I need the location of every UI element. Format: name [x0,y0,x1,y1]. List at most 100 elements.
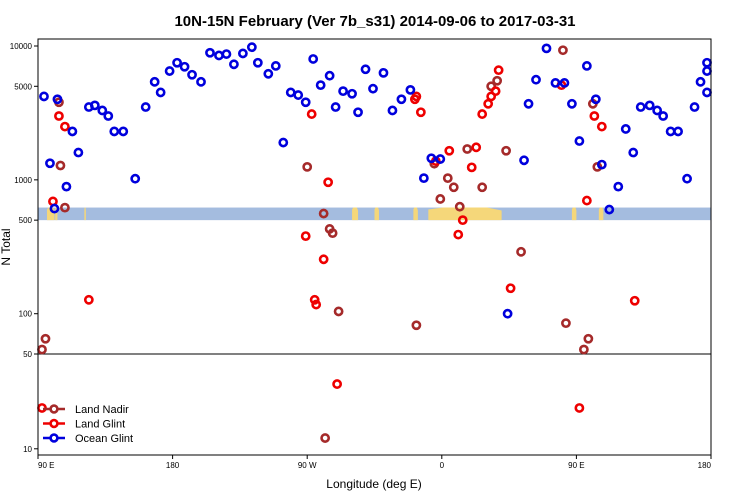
data-point [318,254,329,265]
data-point [187,69,197,80]
data-point [519,155,529,166]
data-point [596,121,607,132]
land-patch [352,207,359,221]
data-point [109,126,120,137]
data-point [581,61,592,71]
data-point [501,145,512,156]
data-point [387,105,398,116]
data-point [411,91,422,102]
data-point [270,61,281,71]
data-point [435,194,446,204]
data-point [702,66,712,76]
data-point [673,126,683,137]
data-point [327,228,338,239]
data-point [418,173,429,184]
data-point [45,158,55,169]
data-point [73,147,84,158]
data-point [644,100,655,111]
data-point [658,111,669,121]
data-point [442,173,453,184]
data-point [60,121,70,132]
data-point [596,159,607,170]
data-point [620,124,631,134]
data-point [318,208,329,219]
data-point [309,294,320,305]
data-point [396,94,407,105]
data-point [130,173,141,184]
land-patch [428,207,502,221]
data-point [477,182,488,193]
legend-swatch-marker [49,418,59,429]
data-point [466,162,477,173]
data-point [347,88,357,99]
data-point [368,83,378,94]
data-point [353,107,363,118]
data-point [306,109,317,119]
data-point [320,433,331,443]
data-point [221,49,232,59]
data-point [39,91,49,102]
data-point [293,90,304,100]
data-point [333,306,344,317]
legend: Land Nadir Land Glint Ocean Glint [43,404,133,445]
data-point [103,111,114,121]
data-points [37,42,712,443]
data-point [477,109,488,119]
data-point [411,320,422,331]
data-point [196,76,206,87]
data-point [37,344,47,355]
data-point [54,111,64,121]
data-point [40,333,51,344]
data-point [613,181,624,192]
data-point [155,87,166,98]
data-point [83,294,94,305]
data-point [285,87,296,98]
series-ocean-glint [39,42,712,319]
data-point [457,215,468,226]
data-point [140,102,151,112]
data-point [435,154,446,164]
data-point [523,98,534,109]
land-patch [413,207,418,221]
y-tick-label: 10 [23,445,32,454]
data-point [454,201,465,212]
data-point [118,126,129,137]
x-tick-label: 90 E [38,461,54,470]
y-tick-label: 500 [19,216,33,225]
data-point [561,318,571,329]
data-point [214,50,224,61]
data-point [149,76,160,87]
y-tick-label: 5000 [14,82,32,91]
y-tick-label: 1000 [14,176,32,185]
data-point [453,229,464,240]
data-point [574,136,585,146]
data-point [229,59,239,70]
data-point [378,67,389,78]
data-point [541,43,552,54]
chart-title: 10N-15N February (Ver 7b_s31) 2014-09-06… [174,13,575,30]
data-point [324,70,335,81]
data-point [60,202,70,213]
data-point [581,195,592,206]
data-point [205,47,215,58]
legend-label: Land Glint [75,419,125,431]
data-point [323,177,334,188]
data-point [490,86,501,97]
data-point [702,57,712,68]
data-point [332,379,343,389]
y-tick-label: 100 [19,310,33,319]
data-point [302,161,313,172]
data-point [578,344,589,355]
data-point [516,246,526,257]
map-strip [38,207,711,221]
data-point [300,231,311,242]
data-point [89,100,100,111]
legend-label: Land Nadir [75,404,129,416]
land-patch [598,207,604,221]
land-patch [571,207,577,221]
data-point [246,42,257,53]
data-point [550,78,561,88]
data-point [263,68,274,79]
data-point [629,295,640,306]
land-patch [374,207,379,221]
